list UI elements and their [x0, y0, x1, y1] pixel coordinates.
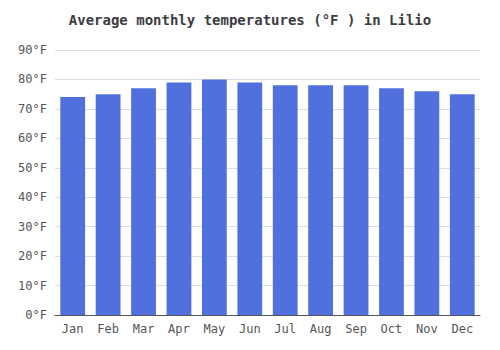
- svg-text:40°F: 40°F: [18, 190, 47, 204]
- svg-text:May: May: [204, 322, 226, 336]
- svg-text:50°F: 50°F: [18, 161, 47, 175]
- svg-text:30°F: 30°F: [18, 220, 47, 234]
- svg-text:Mar: Mar: [133, 322, 155, 336]
- svg-text:Average monthly temperatures (: Average monthly temperatures (°F ) in Li…: [69, 12, 431, 28]
- svg-text:0°F: 0°F: [25, 308, 47, 322]
- svg-text:Dec: Dec: [451, 322, 473, 336]
- svg-text:20°F: 20°F: [18, 249, 47, 263]
- svg-text:Jan: Jan: [62, 322, 84, 336]
- svg-text:Oct: Oct: [381, 322, 403, 336]
- svg-text:10°F: 10°F: [18, 279, 47, 293]
- svg-text:Jun: Jun: [239, 322, 261, 336]
- svg-text:Aug: Aug: [310, 322, 332, 336]
- svg-text:Feb: Feb: [97, 322, 119, 336]
- svg-text:Apr: Apr: [168, 322, 190, 336]
- svg-text:90°F: 90°F: [18, 43, 47, 57]
- svg-text:60°F: 60°F: [18, 131, 47, 145]
- svg-text:Nov: Nov: [416, 322, 438, 336]
- svg-text:Sep: Sep: [345, 322, 367, 336]
- svg-text:70°F: 70°F: [18, 102, 47, 116]
- svg-text:80°F: 80°F: [18, 72, 47, 86]
- svg-text:Jul: Jul: [274, 322, 296, 336]
